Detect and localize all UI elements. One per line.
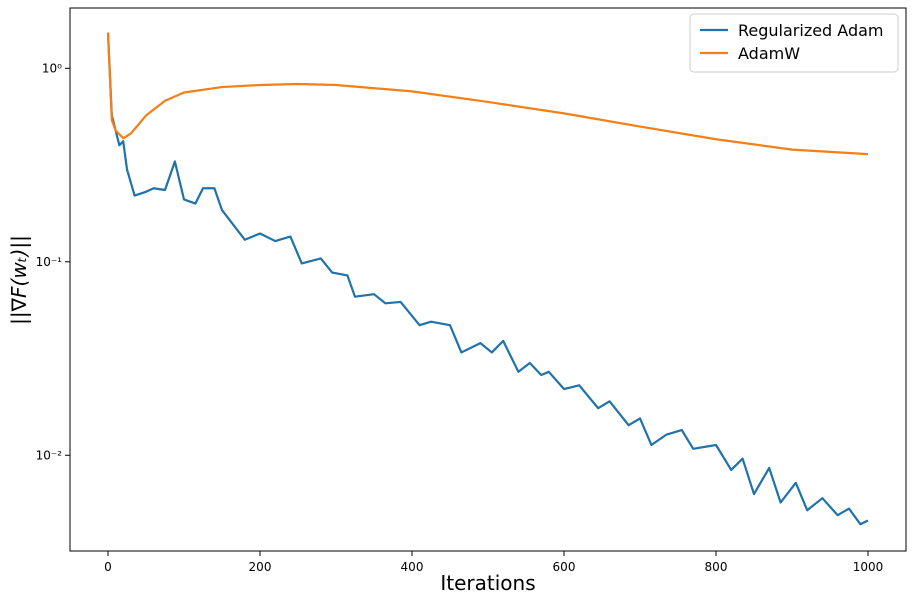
y-axis-label: ||∇F(wₜ)|| xyxy=(7,235,31,325)
x-tick-label: 400 xyxy=(401,560,424,574)
x-axis-label: Iterations xyxy=(440,571,535,595)
y-tick-label: 10⁰ xyxy=(42,61,62,75)
legend-box xyxy=(689,13,899,73)
x-tick-label: 600 xyxy=(553,560,576,574)
x-tick-label: 1000 xyxy=(853,560,884,574)
x-tick-label: 0 xyxy=(104,560,112,574)
line xyxy=(106,32,869,156)
x-tick-label: 200 xyxy=(249,560,272,574)
line xyxy=(106,32,869,526)
legend-label: Regularized Adam xyxy=(738,21,884,40)
x-tick-label: 800 xyxy=(705,560,728,574)
y-tick-label: 10⁻² xyxy=(36,448,63,462)
plot-frame xyxy=(69,7,907,552)
y-tick-label: 10⁻¹ xyxy=(36,255,63,269)
legend-label: AdamW xyxy=(738,44,800,63)
